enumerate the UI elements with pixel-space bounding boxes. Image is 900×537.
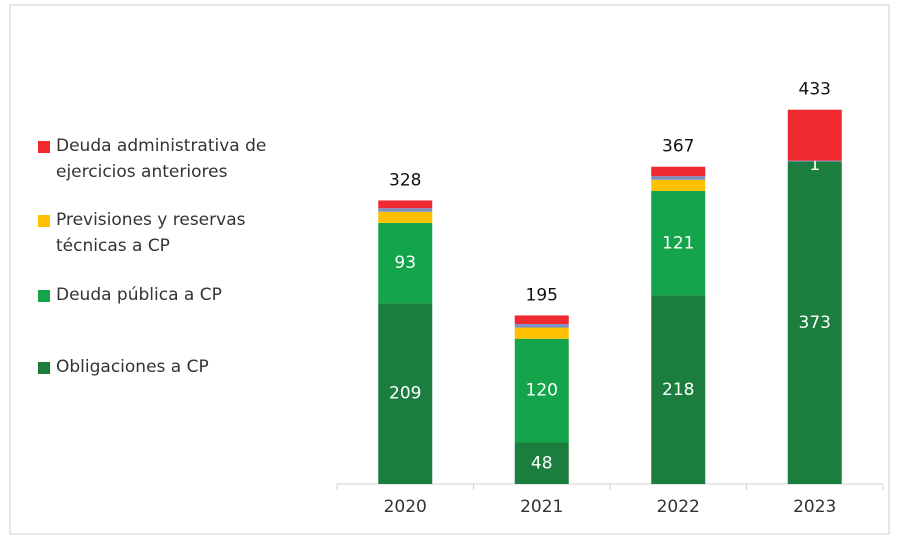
- x-tick-label: 2022: [657, 497, 700, 517]
- legend-swatch: [38, 290, 50, 302]
- bar-segment: [651, 190, 706, 296]
- data-label: 121: [662, 233, 694, 253]
- bar-segment: [514, 327, 569, 339]
- legend-swatch: [38, 362, 50, 374]
- bar-segment: [514, 338, 569, 443]
- legend-item: Previsiones y reservas técnicas a CP: [38, 207, 308, 259]
- bar-segment: [514, 315, 569, 325]
- bar-segment: [378, 208, 433, 212]
- bar-segment: [514, 324, 569, 328]
- legend-label: Obligaciones a CP: [56, 357, 209, 377]
- data-label: 373: [799, 313, 831, 333]
- bar-segment: [378, 211, 433, 223]
- x-tick-label: 2020: [384, 497, 427, 517]
- bar-segment: [651, 179, 706, 191]
- bar-segment: [514, 442, 569, 484]
- legend-swatch: [38, 141, 50, 153]
- bar-segment: [651, 295, 706, 484]
- x-tick-label: 2023: [793, 497, 836, 517]
- legend-label: Deuda administrativa de ejercicios anter…: [56, 136, 267, 182]
- total-label: 328: [389, 170, 421, 190]
- x-tick-label: 2021: [520, 497, 563, 517]
- data-label: 1: [809, 155, 820, 175]
- total-label: 433: [799, 80, 831, 100]
- legend-label: Deuda pública a CP: [56, 285, 222, 305]
- bar-segment: [787, 161, 842, 484]
- data-label: 209: [389, 384, 421, 404]
- bar-segment: [651, 166, 706, 177]
- frame: [9, 4, 890, 535]
- data-label: 218: [662, 380, 694, 400]
- data-label: 93: [394, 253, 416, 273]
- total-label: 195: [526, 285, 558, 305]
- bar-segment: [787, 160, 842, 162]
- bar-segment: [378, 200, 433, 209]
- bar-segment: [378, 222, 433, 304]
- bar-segment: [787, 109, 842, 161]
- bar-segment: [651, 176, 706, 180]
- legend-item: Deuda administrativa de ejercicios anter…: [38, 133, 308, 185]
- data-label: 120: [526, 381, 558, 401]
- total-label: 367: [662, 137, 694, 157]
- legend-swatch: [38, 215, 50, 227]
- data-label: 48: [531, 453, 553, 473]
- bar-segment: [378, 303, 433, 484]
- legend-item: Obligaciones a CP: [38, 354, 308, 380]
- legend-label: Previsiones y reservas técnicas a CP: [56, 210, 246, 256]
- legend-item: Deuda pública a CP: [38, 282, 308, 308]
